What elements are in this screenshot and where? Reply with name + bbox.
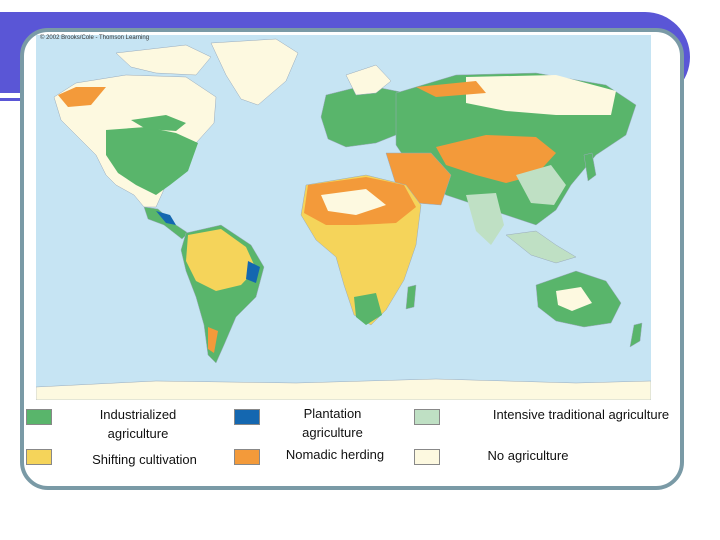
- central-asia-nomadic: [436, 135, 556, 183]
- world-agriculture-map: [36, 38, 651, 400]
- new-zealand: [629, 322, 643, 348]
- antarctica: [36, 378, 651, 400]
- legend-swatch-none: [414, 449, 440, 465]
- arctic-islands: [115, 44, 212, 76]
- australia-none: [556, 287, 592, 311]
- sahara-none: [321, 189, 386, 215]
- south-america-plantation: [246, 261, 260, 283]
- legend-label-nomadic: Nomadic herding: [285, 447, 385, 462]
- legend-label-intensive-traditional: Intensive traditional agriculture: [492, 407, 670, 422]
- legend-swatch-nomadic: [234, 449, 260, 465]
- legend-label-plantation: Plantation agriculture: [302, 406, 363, 440]
- legend-swatch-intensive-traditional: [414, 409, 440, 425]
- siberia-none: [466, 75, 616, 115]
- scandinavia: [345, 64, 392, 96]
- greenland: [210, 38, 299, 106]
- map-copyright: © 2002 Brooks/Cole - Thomson Learning: [40, 35, 150, 41]
- north-america-industrial: [106, 127, 198, 195]
- india-intensive: [466, 193, 504, 245]
- china-intensive: [516, 165, 566, 205]
- north-america-industrial-2: [131, 115, 186, 131]
- south-america-nomadic: [208, 327, 218, 353]
- southern-africa-industrial: [354, 293, 382, 325]
- central-america-plantation: [156, 211, 176, 225]
- europe: [320, 84, 417, 148]
- russia-nomadic-north: [416, 81, 486, 97]
- madagascar: [405, 284, 417, 310]
- southeast-asia: [505, 230, 577, 264]
- legend-swatch-plantation: [234, 409, 260, 425]
- south-america-shifting: [186, 229, 256, 291]
- legend-swatch-industrialized: [26, 409, 52, 425]
- legend-label-shifting: Shifting cultivation: [92, 452, 197, 467]
- legend-swatch-shifting: [26, 449, 52, 465]
- north-america-nomadic: [58, 87, 106, 107]
- japan: [583, 152, 597, 182]
- legend-label-industrialized: Industrialized agriculture: [99, 407, 177, 441]
- legend-label-none: No agriculture: [487, 448, 569, 463]
